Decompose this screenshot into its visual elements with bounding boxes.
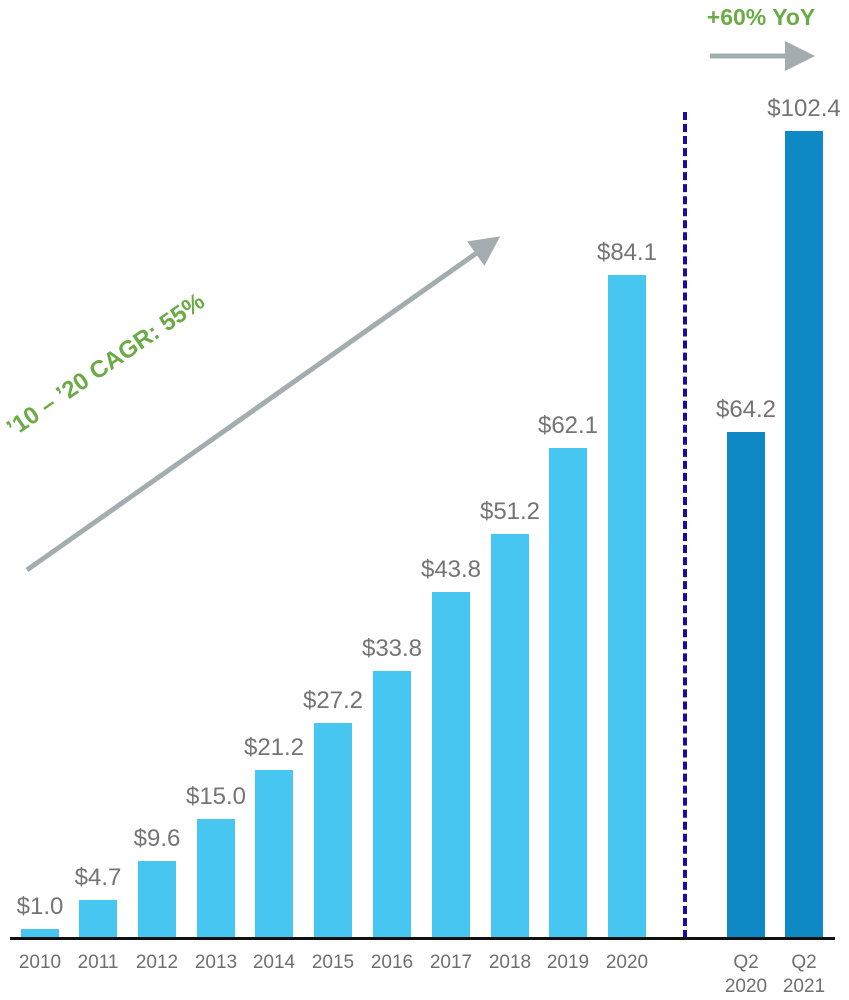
value-label: $62.1 (537, 412, 599, 440)
value-label: $102.4 (767, 95, 841, 122)
bar-2014 (255, 770, 293, 937)
cagr-arrow-icon (25, 236, 501, 573)
value-label: $21.2 (243, 734, 305, 762)
period-divider (683, 112, 687, 938)
yoy-annotation: +60% YoY (706, 4, 816, 30)
value-label: $64.2 (715, 395, 777, 423)
value-label: $51.2 (479, 498, 541, 525)
x-tick-label: 2013 (194, 952, 238, 973)
x-tick-label: 2010 (18, 952, 62, 973)
x-tick-label: 2020 (605, 952, 649, 973)
bar-2012 (138, 861, 176, 937)
x-axis-line (10, 937, 835, 940)
bar-q2-2021 (785, 131, 823, 937)
bar-q2-2020 (727, 431, 765, 937)
bar-2010 (21, 929, 59, 937)
x-tick-label: Q2 2021 (782, 952, 826, 997)
bar-2015 (314, 722, 352, 937)
value-label: $43.8 (420, 556, 482, 584)
bar-2013 (197, 818, 235, 937)
value-label: $27.2 (302, 686, 364, 714)
bar-2018 (491, 534, 529, 937)
x-tick-label: 2016 (370, 952, 414, 973)
value-label: $84.1 (596, 239, 658, 267)
value-label: $1.0 (16, 893, 64, 921)
bar-2020 (608, 275, 646, 937)
x-tick-label: 2017 (429, 952, 473, 973)
bar-2019 (549, 448, 587, 937)
value-label: $15.0 (185, 782, 247, 810)
x-tick-label: Q2 2020 (724, 952, 768, 997)
x-tick-label: 2011 (77, 952, 119, 973)
x-tick-label: 2015 (311, 952, 355, 973)
x-tick-label: 2019 (546, 952, 590, 973)
bar-2016 (373, 670, 411, 937)
x-tick-label: 2014 (252, 952, 296, 973)
value-label: $33.8 (361, 634, 423, 662)
value-label: $9.6 (133, 825, 181, 853)
x-tick-label: 2012 (135, 952, 179, 973)
bar-2017 (432, 592, 470, 937)
x-tick-label: 2018 (488, 952, 532, 973)
value-label: $4.7 (74, 864, 122, 891)
bar-2011 (79, 900, 117, 937)
